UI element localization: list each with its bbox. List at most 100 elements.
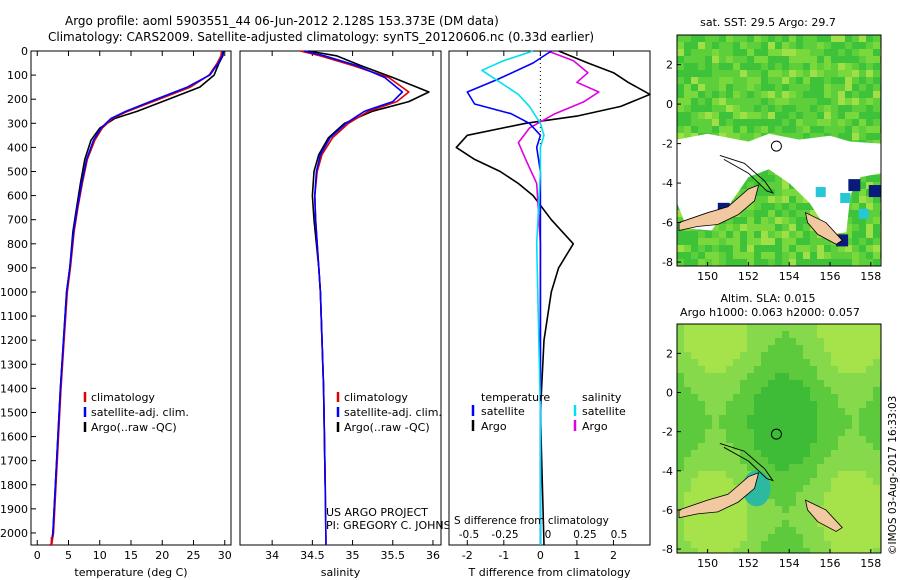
map-cell — [782, 464, 789, 471]
map-cell — [782, 224, 789, 231]
map-cell — [803, 345, 810, 352]
map-cell — [684, 252, 691, 259]
map-cell — [677, 373, 684, 380]
map-cell — [705, 408, 712, 415]
map-cell — [684, 77, 691, 84]
map-cell — [796, 548, 803, 553]
map-cell — [782, 520, 789, 527]
map-cell — [845, 345, 852, 352]
map-cell — [782, 527, 789, 534]
map-cell — [705, 338, 712, 345]
map-cell — [873, 366, 880, 373]
map-cell — [691, 471, 698, 478]
map-cell — [719, 245, 726, 252]
map-cell — [705, 42, 712, 49]
map-cell — [775, 77, 782, 84]
map-cell — [740, 91, 747, 98]
map-cell — [859, 224, 866, 231]
map-cell — [859, 366, 866, 373]
map-cell — [719, 450, 726, 457]
map-cell — [747, 387, 754, 394]
map-cell — [838, 245, 845, 252]
legend-item: climatology — [344, 391, 408, 404]
map-y-tick-label: -4 — [662, 465, 673, 478]
map-cell — [733, 91, 740, 98]
map-cell — [768, 259, 775, 266]
map-cell — [775, 464, 782, 471]
map-cell — [817, 380, 824, 387]
map-cell — [817, 35, 824, 42]
map-cell — [817, 63, 824, 70]
map-cell — [782, 513, 789, 520]
y-tick-label: 1100 — [0, 310, 28, 323]
map-cell — [845, 98, 852, 105]
map-x-tick-label: 154 — [779, 557, 800, 570]
y-tick-label: 300 — [7, 117, 28, 130]
map-cell — [845, 133, 852, 140]
map-cell — [775, 231, 782, 238]
map-cell — [768, 380, 775, 387]
map-cell — [698, 126, 705, 133]
map-cell — [712, 345, 719, 352]
map-cell — [768, 422, 775, 429]
map-cell — [691, 450, 698, 457]
map-cell — [824, 35, 831, 42]
map-cell — [789, 70, 796, 77]
map-cell — [796, 492, 803, 499]
map-cell — [733, 259, 740, 266]
map-cell — [852, 380, 859, 387]
map-cell — [803, 436, 810, 443]
map-cell — [705, 541, 712, 548]
map-cell — [845, 105, 852, 112]
map-cell — [824, 478, 831, 485]
map-cell — [684, 133, 691, 140]
map-cell — [726, 105, 733, 112]
map-cell — [754, 513, 761, 520]
x-tick-label-temperature: 5 — [65, 549, 72, 562]
map-cell — [691, 56, 698, 63]
map-cell — [747, 324, 754, 331]
map-cell — [726, 359, 733, 366]
map-cell — [740, 231, 747, 238]
map-cell — [698, 471, 705, 478]
map-cell — [768, 534, 775, 541]
map-cell — [691, 42, 698, 49]
map-cell — [859, 70, 866, 77]
map-cell — [761, 63, 768, 70]
map-cell — [817, 499, 824, 506]
map-cell — [817, 401, 824, 408]
map-cell — [845, 126, 852, 133]
map-cell — [677, 84, 684, 91]
map-cell — [733, 548, 740, 553]
map-cell — [803, 259, 810, 266]
map-cell — [684, 471, 691, 478]
map-cell — [866, 422, 873, 429]
map-cell — [859, 499, 866, 506]
map-cell — [733, 464, 740, 471]
map-cell — [754, 324, 761, 331]
map-cell — [789, 485, 796, 492]
map-cell — [733, 112, 740, 119]
map-cell — [677, 217, 684, 224]
map-cell — [817, 457, 824, 464]
map-cell — [789, 387, 796, 394]
x-axis-label-salinity: salinity — [321, 566, 361, 579]
map-cell — [677, 464, 684, 471]
map-cell — [733, 422, 740, 429]
map-cell — [852, 119, 859, 126]
map-cell — [817, 527, 824, 534]
map-cell — [831, 436, 838, 443]
map-cell — [719, 387, 726, 394]
map-cell — [719, 345, 726, 352]
map-cell — [824, 527, 831, 534]
map-cell — [768, 548, 775, 553]
map-cell — [740, 324, 747, 331]
y-tick-label: 2000 — [0, 527, 28, 540]
map-cell — [754, 175, 761, 182]
map-cell — [852, 105, 859, 112]
map-cell — [782, 56, 789, 63]
map-cell — [873, 415, 880, 422]
map-cell — [831, 471, 838, 478]
map-cell — [803, 84, 810, 91]
map-cell — [684, 401, 691, 408]
